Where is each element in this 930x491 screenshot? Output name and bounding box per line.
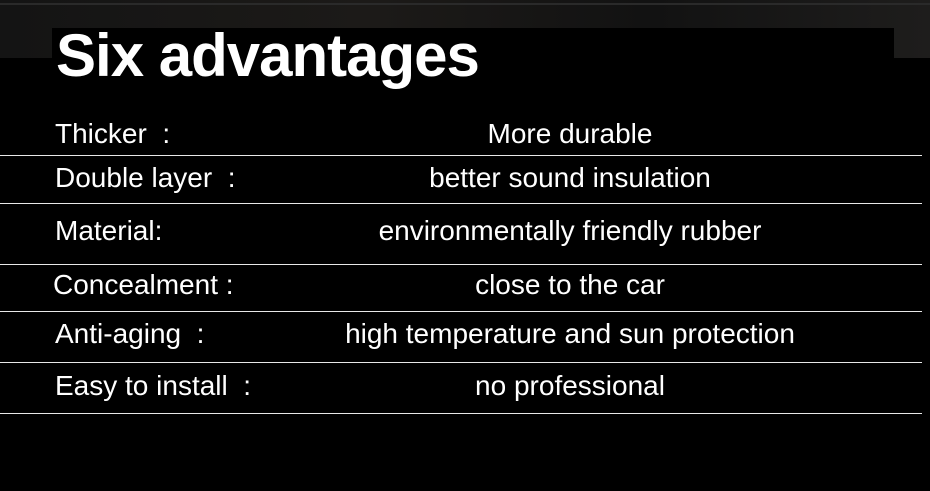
- row-label: Anti-aging :: [55, 318, 205, 349]
- title-backdrop: [52, 28, 894, 68]
- row-value: environmentally friendly rubber: [378, 215, 762, 246]
- table-row: Material: environmentally friendly rubbe…: [0, 203, 922, 265]
- divider: [0, 3, 930, 5]
- row-label: Thicker :: [55, 118, 171, 149]
- row-value: better sound insulation: [429, 162, 711, 193]
- table-row: Easy to install : no professional: [0, 362, 922, 414]
- row-label: Double layer :: [55, 162, 236, 193]
- table-row: Double layer : better sound insulation: [0, 155, 922, 204]
- row-label: Concealment :: [53, 269, 234, 300]
- row-value: More durable: [487, 118, 653, 149]
- row-label: Easy to install :: [55, 370, 252, 401]
- row-value: close to the car: [475, 269, 665, 300]
- row-value: high temperature and sun protection: [345, 318, 795, 349]
- row-label: Material:: [55, 215, 163, 246]
- row-value: no professional: [475, 370, 665, 401]
- table-row: Anti-aging : high temperature and sun pr…: [0, 311, 922, 363]
- page-title: Six advantages: [56, 22, 480, 89]
- table-row: Concealment : close to the car: [0, 264, 922, 312]
- table-row: Thicker : More durable: [0, 112, 922, 156]
